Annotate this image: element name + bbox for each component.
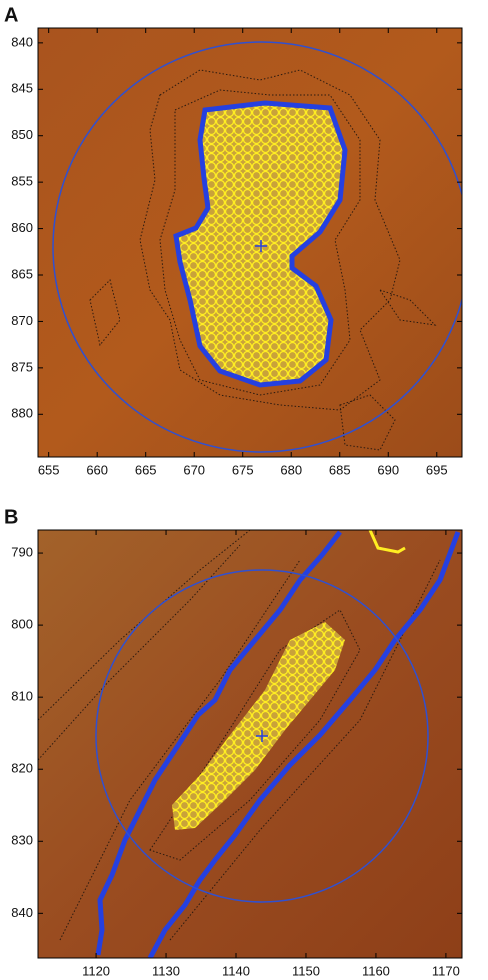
x-tick-label: 670 xyxy=(183,462,205,477)
contour xyxy=(38,544,241,761)
y-tick-label: 840 xyxy=(11,34,33,49)
center-marker xyxy=(255,240,267,252)
center-marker xyxy=(256,730,268,742)
x-tick-label: 675 xyxy=(232,462,254,477)
x-tick-label: 660 xyxy=(86,462,108,477)
x-tick-label: 1120 xyxy=(82,963,110,978)
x-tick-label: 665 xyxy=(135,462,157,477)
search-circle xyxy=(95,569,429,903)
boundary xyxy=(147,531,461,958)
y-tick-label: 865 xyxy=(11,266,33,281)
x-tick-label: 655 xyxy=(38,462,60,477)
x-tick-label: 685 xyxy=(329,462,351,477)
contour xyxy=(378,289,437,326)
panel-b-image xyxy=(38,530,462,958)
y-tick-label: 790 xyxy=(11,544,33,559)
x-tick-label: 1140 xyxy=(222,963,250,978)
x-tick-label: 680 xyxy=(280,462,302,477)
y-tick-label: 860 xyxy=(11,220,33,235)
y-tick-label: 800 xyxy=(11,617,33,632)
y-tick-label: 810 xyxy=(11,689,33,704)
search-circle xyxy=(52,41,462,453)
contour xyxy=(139,69,401,411)
x-tick-label: 695 xyxy=(426,462,448,477)
detected-region xyxy=(172,622,345,830)
contour xyxy=(149,609,361,861)
x-tick-label: 690 xyxy=(377,462,399,477)
boundary xyxy=(95,530,342,956)
x-tick-label: 1160 xyxy=(362,963,390,978)
y-tick-label: 875 xyxy=(11,359,33,374)
y-tick-label: 880 xyxy=(11,406,33,421)
y-tick-label: 840 xyxy=(11,905,33,920)
y-tick-label: 830 xyxy=(11,833,33,848)
y-tick-label: 870 xyxy=(11,313,33,328)
axes-frame xyxy=(37,27,463,458)
detected-region xyxy=(368,530,406,554)
contour xyxy=(89,279,121,347)
x-tick-label: 1150 xyxy=(292,963,320,978)
y-tick-label: 850 xyxy=(11,127,33,142)
contour xyxy=(59,559,301,941)
panel-a-image xyxy=(38,28,462,457)
contour xyxy=(169,559,441,941)
x-tick-label: 1170 xyxy=(432,963,460,978)
axes-frame xyxy=(37,529,463,959)
y-tick-label: 845 xyxy=(11,81,33,96)
y-tick-label: 820 xyxy=(11,761,33,776)
x-tick-label: 1130 xyxy=(152,963,180,978)
y-tick-label: 855 xyxy=(11,174,33,189)
contour xyxy=(38,530,251,721)
panel-label: B xyxy=(4,506,18,528)
panel-label: A xyxy=(4,4,18,26)
